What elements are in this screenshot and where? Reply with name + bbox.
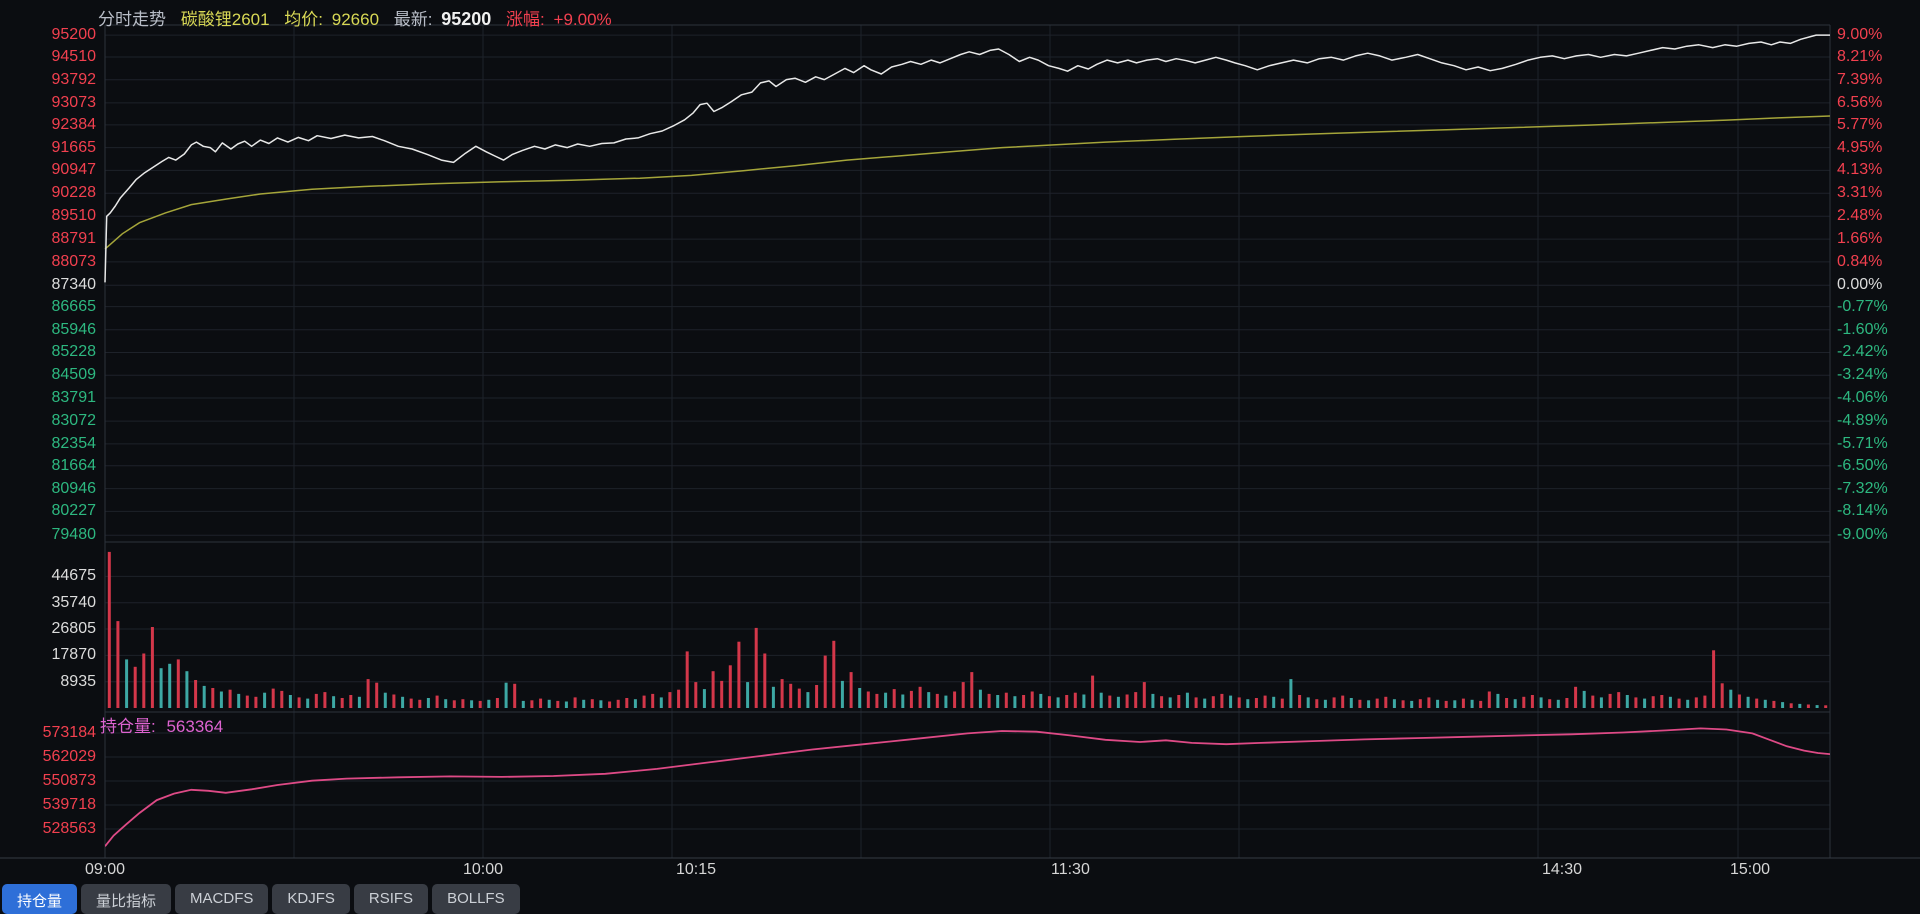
volume-bars: [107, 551, 1828, 708]
price-axis-label: 94510: [51, 48, 97, 66]
percent-axis-label: 4.13%: [1837, 161, 1883, 179]
page-title: 分时走势: [98, 10, 166, 29]
percent-axis-label: 8.21%: [1837, 48, 1883, 66]
oi-axis-label: 528563: [42, 820, 96, 837]
volume-axis-label: 35740: [51, 593, 97, 611]
avg-price-label: 均价:: [284, 10, 324, 29]
percent-axis-label: -6.50%: [1837, 456, 1888, 474]
price-axis-label: 93792: [51, 70, 97, 88]
indicator-tabs: 持仓量 量比指标 MACDFS KDJFS RSIFS BOLLFS: [2, 884, 520, 914]
price-axis-label: 80227: [51, 502, 97, 520]
tab-bollfs[interactable]: BOLLFS: [432, 884, 520, 914]
percent-axis-label: 3.31%: [1837, 184, 1883, 202]
change-label: 涨幅:: [506, 10, 545, 29]
price-axis-label: 95200: [51, 26, 97, 44]
price-axis-label: 92384: [51, 115, 97, 133]
open-interest-line: [105, 727, 1830, 847]
avg-price-line: [104, 115, 1831, 250]
oi-axis-label: 573184: [42, 723, 96, 741]
percent-axis-label: -0.77%: [1837, 297, 1888, 315]
price-axis-label: 84509: [51, 366, 97, 384]
price-axis-label: 86665: [51, 297, 97, 315]
price-axis-label: 85228: [51, 343, 97, 361]
time-axis-label: 10:00: [462, 861, 504, 878]
price-axis-label: 90947: [51, 161, 97, 179]
percent-axis-label: -8.14%: [1837, 502, 1888, 520]
price-axis-label: 90228: [51, 184, 97, 202]
price-axis-label: 88073: [51, 252, 97, 270]
price-axis-label: 79480: [51, 526, 97, 544]
contract-name: 碳酸锂2601: [180, 10, 270, 29]
price-axis-label: 80946: [51, 479, 97, 497]
chart-header: 分时走势 碳酸锂2601 均价: 92660 最新: 95200 涨幅: +9.…: [98, 5, 622, 30]
percent-axis-label: 0.00%: [1837, 276, 1883, 294]
percent-axis-label: 9.00%: [1837, 26, 1883, 44]
price-axis-label: 89510: [51, 207, 97, 225]
percent-axis-label: 7.39%: [1837, 70, 1883, 88]
time-axis-label: 11:30: [1051, 861, 1090, 878]
percent-axis-label: -5.71%: [1837, 434, 1888, 452]
price-axis-label: 91665: [51, 138, 97, 156]
percent-axis-label: -2.42%: [1837, 343, 1888, 361]
percent-axis-label: 5.77%: [1837, 115, 1883, 133]
open-interest-label: 持仓量:: [100, 717, 156, 736]
percent-axis-label: 4.95%: [1837, 138, 1883, 156]
open-interest-header: 持仓量: 563364: [100, 712, 229, 737]
price-axis-label: 88791: [51, 230, 97, 248]
oi-axis-label: 562029: [42, 747, 96, 765]
time-axis-label: 14:30: [1542, 861, 1583, 878]
price-axis-label: 93073: [51, 93, 97, 111]
tab-open-interest[interactable]: 持仓量: [2, 884, 78, 914]
time-axis-label: 10:15: [676, 861, 717, 878]
time-axis-label: 15:00: [1729, 861, 1771, 878]
percent-axis-label: -3.24%: [1837, 366, 1888, 384]
percent-axis-label: 2.48%: [1837, 207, 1883, 225]
time-axis-label: 09:00: [84, 861, 126, 878]
percent-axis-label: -4.06%: [1837, 389, 1888, 407]
tab-volume-ratio[interactable]: 量比指标: [81, 884, 172, 914]
percent-axis-label: -1.60%: [1837, 320, 1888, 338]
avg-price-value: 92660: [331, 10, 380, 29]
price-axis-label: 85946: [51, 320, 97, 338]
price-axis-label: 83791: [51, 389, 97, 407]
price-axis-label: 83072: [51, 412, 97, 430]
price-axis-label: 87340: [51, 276, 97, 294]
volume-axis-label: 26805: [51, 620, 97, 638]
oi-axis-label: 539718: [42, 796, 96, 813]
volume-axis-label: 17870: [51, 646, 97, 664]
percent-axis-label: -9.00%: [1837, 526, 1888, 544]
last-price-label: 最新:: [393, 10, 433, 29]
open-interest-value: 563364: [166, 717, 224, 736]
percent-axis-label: 0.84%: [1837, 252, 1883, 270]
percent-axis-label: -4.89%: [1837, 412, 1888, 430]
percent-axis-label: -7.32%: [1837, 479, 1888, 497]
last-price-value: 95200: [441, 9, 492, 29]
tab-kdjfs[interactable]: KDJFS: [272, 884, 350, 914]
percent-axis-label: 6.56%: [1837, 93, 1883, 111]
tab-rsifs[interactable]: RSIFS: [353, 884, 429, 914]
price-axis-label: 81664: [51, 456, 97, 474]
price-line: [104, 34, 1830, 283]
change-value: +9.00%: [553, 10, 612, 29]
volume-axis-label: 44675: [51, 567, 97, 585]
tab-macdfs[interactable]: MACDFS: [175, 884, 269, 914]
oi-axis-label: 550873: [42, 772, 96, 789]
price-axis-label: 82354: [51, 434, 97, 452]
volume-axis-label: 8935: [60, 672, 96, 690]
percent-axis-label: 1.66%: [1837, 230, 1883, 248]
